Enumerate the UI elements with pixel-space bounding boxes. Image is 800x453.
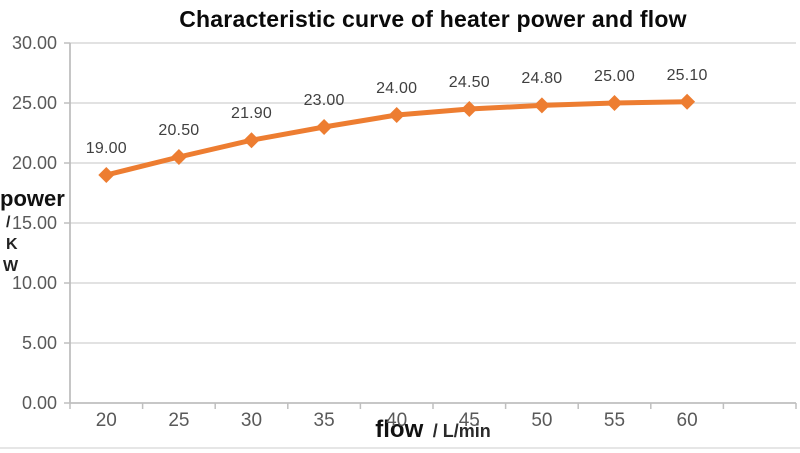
data-point-marker [98, 167, 115, 183]
data-point-marker [606, 95, 623, 111]
y-axis-title-main: power [0, 186, 65, 211]
data-point-marker [170, 149, 187, 165]
x-axis-title: flow / L/min [70, 416, 796, 444]
data-label: 19.00 [85, 140, 127, 157]
data-label: 24.80 [521, 70, 563, 88]
chart-title: Characteristic curve of heater power and… [179, 6, 687, 32]
y-tick-label: 25.00 [11, 93, 57, 113]
data-point-marker [533, 97, 550, 114]
x-tick-label: 50 [531, 410, 553, 431]
data-point-marker [461, 101, 478, 117]
data-label: 25.00 [593, 68, 636, 85]
x-tick-label: 35 [313, 410, 335, 431]
y-tick-label: 5.00 [21, 333, 57, 353]
x-tick-label: 30 [240, 410, 263, 431]
data-label: 24.00 [376, 80, 418, 97]
x-axis-title-main: flow [375, 416, 424, 443]
data-point-marker [388, 107, 405, 123]
y-tick-label: 15.00 [11, 213, 57, 233]
y-tick-label: 0.00 [21, 393, 57, 413]
x-tick-label: 40 [386, 410, 408, 431]
y-axis-title: power / K W [0, 186, 65, 278]
bottom-edge-line [0, 447, 800, 449]
y-axis-title-unit-w: W [3, 258, 19, 275]
x-tick-label: 60 [676, 410, 698, 431]
data-point-marker [243, 132, 260, 149]
data-label: 24.50 [448, 74, 490, 91]
y-axis-title-slash: / [6, 214, 11, 231]
data-point-marker [316, 119, 333, 135]
x-tick-label: 55 [603, 410, 626, 431]
data-label: 23.00 [303, 92, 345, 109]
x-axis-title-unit: / L/min [432, 421, 491, 441]
x-tick-label: 25 [168, 410, 190, 431]
x-tick-label: 45 [458, 410, 480, 431]
y-tick-label: 10.00 [11, 273, 57, 293]
data-label: 25.10 [666, 66, 708, 84]
y-tick-label: 30.00 [11, 33, 57, 53]
y-tick-label: 20.00 [11, 153, 57, 173]
x-tick-label: 20 [95, 410, 117, 431]
data-point-marker [679, 93, 696, 110]
y-axis-title-unit-k: K [6, 236, 18, 253]
data-label: 20.50 [158, 122, 200, 139]
data-label: 21.90 [230, 105, 273, 123]
